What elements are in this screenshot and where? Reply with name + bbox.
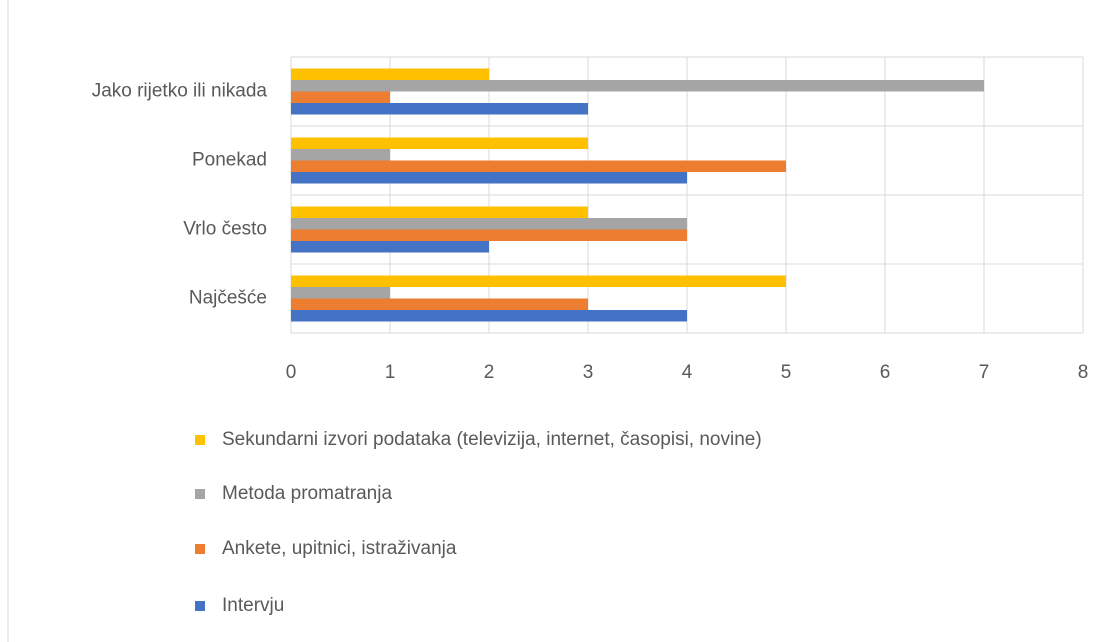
bar — [291, 68, 489, 80]
bar — [291, 241, 489, 253]
x-tick-label: 5 — [781, 362, 792, 383]
y-tick-label: Najčešće — [189, 288, 267, 309]
bar — [291, 229, 687, 241]
legend-swatch — [195, 544, 205, 554]
bar — [291, 310, 687, 322]
legend-swatch — [195, 435, 205, 445]
bar — [291, 103, 588, 115]
x-tick-label: 2 — [484, 362, 495, 383]
legend-label: Ankete, upitnici, istraživanja — [222, 538, 457, 559]
bar — [291, 80, 984, 92]
legend-label: Metoda promatranja — [222, 483, 392, 504]
legend-swatch — [195, 489, 205, 499]
x-tick-label: 7 — [979, 362, 990, 383]
x-tick-label: 1 — [385, 362, 396, 383]
bar — [291, 91, 390, 103]
bar — [291, 298, 588, 310]
x-tick-label: 4 — [682, 362, 693, 383]
bar — [291, 137, 588, 149]
legend-label: Sekundarni izvori podataka (televizija, … — [222, 429, 762, 450]
bar — [291, 149, 390, 161]
x-tick-label: 6 — [880, 362, 891, 383]
bar — [291, 275, 786, 287]
bar — [291, 172, 687, 184]
y-tick-label: Jako rijetko ili nikada — [92, 81, 268, 102]
x-tick-label: 0 — [286, 362, 297, 383]
x-tick-label: 8 — [1078, 362, 1089, 383]
x-tick-label: 3 — [583, 362, 594, 383]
legend-label: Intervju — [222, 595, 284, 616]
bar — [291, 160, 786, 172]
legend-swatch — [195, 601, 205, 611]
bar — [291, 218, 687, 230]
bar — [291, 206, 588, 218]
y-tick-label: Vrlo često — [183, 219, 267, 240]
y-tick-label: Ponekad — [192, 150, 267, 171]
bar — [291, 287, 390, 299]
